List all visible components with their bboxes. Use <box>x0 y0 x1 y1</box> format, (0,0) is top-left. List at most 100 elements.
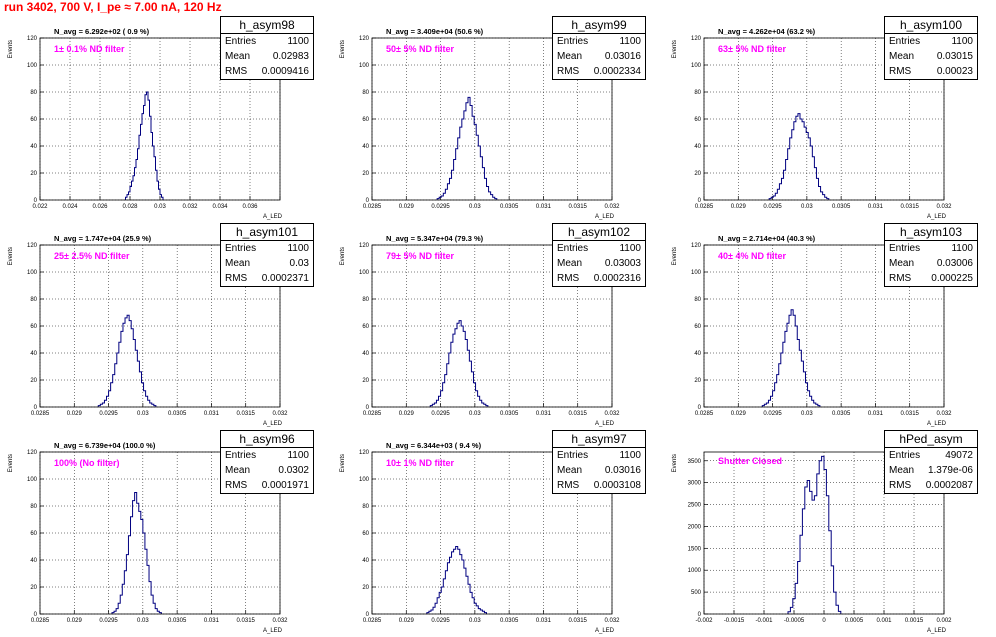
x-tick-label: -0.0005 <box>784 618 805 624</box>
stats-value: 0.0002371 <box>261 273 309 284</box>
stats-value: 0.03006 <box>936 258 973 269</box>
stats-row: RMS 0.0009416 <box>221 64 313 79</box>
y-tick-label: 40 <box>362 351 369 357</box>
histogram-panel-h_asym102: 0 20 40 60 80 100 120 0.0285 0.029 0.0295 0.03 0.03… <box>332 223 664 430</box>
histogram-name: h_asym96 <box>221 431 313 448</box>
y-axis-title: Events <box>340 247 346 265</box>
x-tick-label: 0.036 <box>242 204 258 210</box>
y-tick-label: 120 <box>691 243 702 249</box>
x-tick-label: 0.024 <box>62 204 78 210</box>
x-axis-title: A_LED <box>927 214 947 220</box>
y-axis-title: Events <box>8 247 14 265</box>
y-tick-label: 120 <box>691 36 702 42</box>
x-tick-label: 0.032 <box>604 618 620 624</box>
x-tick-label: 0.0305 <box>500 411 519 417</box>
filter-label: 50± 5% ND filter <box>386 44 454 54</box>
x-axis-title: A_LED <box>927 628 947 634</box>
y-tick-label: 80 <box>362 297 369 303</box>
x-tick-label: 0.031 <box>536 618 552 624</box>
x-tick-label: 0.0305 <box>500 618 519 624</box>
y-tick-label: 80 <box>30 90 37 96</box>
x-tick-label: 0.0285 <box>31 411 50 417</box>
navg-label: N_avg = 6.344e+03 ( 9.4 %) <box>386 441 482 450</box>
x-tick-label: 0.0285 <box>363 411 382 417</box>
x-tick-label: 0.001 <box>876 618 892 624</box>
stats-box: h_asym99 Entries 1100 Mean 0.03016 RMS 0.00023… <box>552 16 646 80</box>
y-tick-label: 80 <box>362 90 369 96</box>
histogram-bars <box>426 546 488 614</box>
stats-key: RMS <box>225 480 248 491</box>
stats-value: 0.03003 <box>604 258 641 269</box>
filter-label: 1± 0.1% ND filter <box>54 44 125 54</box>
x-tick-label: 0.034 <box>212 204 228 210</box>
stats-key: RMS <box>889 273 912 284</box>
x-axis-title: A_LED <box>263 628 283 634</box>
y-tick-label: 120 <box>27 36 38 42</box>
stats-row: Entries 1100 <box>885 34 977 49</box>
x-tick-label: 0.0295 <box>763 411 782 417</box>
stats-value: 0.000225 <box>931 273 973 284</box>
x-tick-label: 0.0295 <box>99 411 118 417</box>
stats-row: RMS 0.00023 <box>885 64 977 79</box>
histogram-name: h_asym99 <box>553 17 645 34</box>
stats-value: 0.0009416 <box>261 66 309 77</box>
stats-box: h_asym100 Entries 1100 Mean 0.03015 RMS 0.0002… <box>884 16 978 80</box>
stats-key: Entries <box>225 243 257 254</box>
stats-row: Mean 0.0302 <box>221 463 313 478</box>
x-tick-label: 0.0305 <box>168 411 187 417</box>
x-tick-label: 0.03 <box>801 204 813 210</box>
stats-key: Entries <box>889 36 921 47</box>
x-tick-label: 0.0315 <box>901 411 920 417</box>
histogram-name: h_asym98 <box>221 17 313 34</box>
stats-key: Mean <box>225 51 251 62</box>
x-tick-label: 0.0295 <box>431 204 450 210</box>
y-tick-label: 0 <box>698 198 702 204</box>
histogram-panel-h_asym101: 0 20 40 60 80 100 120 0.0285 0.029 0.0295 0.03 0.03… <box>0 223 332 430</box>
x-axis-title: A_LED <box>595 628 615 634</box>
y-tick-label: 1500 <box>688 546 702 552</box>
stats-value: 0.03015 <box>936 51 973 62</box>
stats-key: Mean <box>557 465 583 476</box>
stats-key: RMS <box>557 273 580 284</box>
x-axis-title: A_LED <box>595 214 615 220</box>
y-tick-label: 60 <box>30 531 37 537</box>
x-tick-label: 0.0015 <box>905 618 924 624</box>
y-axis-title: Events <box>672 454 678 472</box>
stats-value: 0.03016 <box>604 51 641 62</box>
histogram-svg: 0 20 40 60 80 100 120 0.022 0.024 0.026 0.028 0.03 0… <box>8 27 283 220</box>
histogram-bars <box>787 455 842 614</box>
y-tick-label: 80 <box>694 297 701 303</box>
stats-row: Entries 1100 <box>885 241 977 256</box>
y-tick-label: 0 <box>698 612 702 618</box>
stats-row: RMS 0.0002334 <box>553 64 645 79</box>
x-tick-label: 0.03 <box>801 411 813 417</box>
x-tick-label: 0.032 <box>936 204 952 210</box>
histogram-svg: 0 20 40 60 80 100 120 0.0285 0.029 0.0295 0.03 0.03… <box>672 27 952 220</box>
stats-box: h_asym97 Entries 1100 Mean 0.03016 RMS 0.00031… <box>552 430 646 494</box>
stats-row: Mean 0.03016 <box>553 49 645 64</box>
stats-value: 0.03016 <box>604 465 641 476</box>
stats-key: Entries <box>557 450 589 461</box>
x-tick-label: 0.022 <box>32 204 48 210</box>
stats-box: h_asym103 Entries 1100 Mean 0.03006 RMS 0.0002… <box>884 223 978 287</box>
x-tick-label: 0.03 <box>137 411 149 417</box>
x-tick-label: 0 <box>822 618 826 624</box>
x-tick-label: 0.0285 <box>695 411 714 417</box>
histogram-name: hPed_asym <box>885 431 977 448</box>
y-tick-label: 0 <box>34 612 38 618</box>
plot-frame <box>371 37 613 201</box>
y-tick-label: 100 <box>27 477 38 483</box>
filter-label: Shutter Closed <box>718 456 782 466</box>
x-tick-label: 0.0295 <box>431 411 450 417</box>
x-tick-label: 0.0285 <box>363 204 382 210</box>
stats-row: Mean 0.03003 <box>553 256 645 271</box>
y-tick-label: 20 <box>694 171 701 177</box>
stats-row: Mean 1.379e-06 <box>885 463 977 478</box>
y-axis-title: Events <box>8 40 14 58</box>
y-tick-label: 80 <box>30 297 37 303</box>
filter-label: 40± 4% ND filter <box>718 251 786 261</box>
stats-row: Mean 0.03016 <box>553 463 645 478</box>
y-tick-label: 60 <box>362 324 369 330</box>
filter-label: 79± 5% ND filter <box>386 251 454 261</box>
navg-label: N_avg = 2.714e+04 (40.3 %) <box>718 234 816 243</box>
